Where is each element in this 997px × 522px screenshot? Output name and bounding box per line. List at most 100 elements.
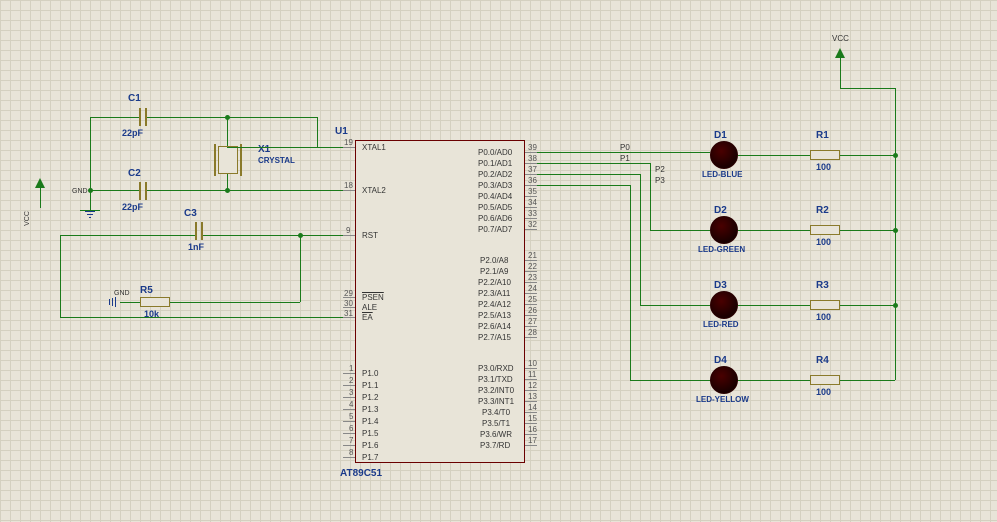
pin-num: 37	[528, 165, 537, 174]
x1-val: CRYSTAL	[258, 156, 295, 165]
pin-num: 14	[528, 403, 537, 412]
r5-val: 10k	[144, 309, 159, 319]
pin-name: P2.0/A8	[480, 256, 508, 265]
pin-num: 5	[349, 412, 353, 421]
c3-val: 1nF	[188, 242, 204, 252]
r1-ref: R1	[816, 130, 829, 141]
net-label: P2	[655, 165, 665, 174]
r4-ref: R4	[816, 355, 829, 366]
pin-num: 35	[528, 187, 537, 196]
net-label: P3	[655, 176, 665, 185]
r2-val: 100	[816, 237, 831, 247]
pin-name: P1.3	[362, 405, 378, 414]
c3-ref: C3	[184, 208, 197, 219]
pin-name: P3.3/INT1	[478, 397, 514, 406]
pin-num: 11	[528, 370, 536, 379]
pin-name: P2.2/A10	[478, 278, 511, 287]
r3-ref: R3	[816, 280, 829, 291]
pin-name: P2.1/A9	[480, 267, 508, 276]
r3-val: 100	[816, 312, 831, 322]
pin-name: P1.2	[362, 393, 378, 402]
crystal	[218, 146, 238, 174]
vcc-label: VCC	[832, 34, 849, 43]
pin-name: XTAL1	[362, 143, 386, 152]
c2-val: 22pF	[122, 202, 143, 212]
led-d1	[710, 141, 738, 169]
pin-num: 33	[528, 209, 537, 218]
chip-ref: U1	[335, 126, 348, 137]
d2-ref: D2	[714, 205, 727, 216]
c2-ref: C2	[128, 168, 141, 179]
pin-name: P3.0/RXD	[478, 364, 514, 373]
pin-num: 17	[528, 436, 537, 445]
pin-num: 23	[528, 273, 537, 282]
r3	[810, 300, 840, 310]
pin-num: 32	[528, 220, 537, 229]
d2-val: LED-GREEN	[698, 245, 745, 254]
pin-name: P3.7/RD	[480, 441, 510, 450]
gnd-label: GND	[72, 188, 88, 195]
pin-num: 26	[528, 306, 537, 315]
pin-num: 36	[528, 176, 537, 185]
pin-name: P2.6/A14	[478, 322, 511, 331]
pin-name: P3.1/TXD	[478, 375, 513, 384]
d3-val: LED-RED	[703, 320, 739, 329]
pin-name: P3.2/INT0	[478, 386, 514, 395]
r1-val: 100	[816, 162, 831, 172]
pin-num: 15	[528, 414, 537, 423]
x1-ref: X1	[258, 144, 270, 155]
pin-num: 1	[349, 364, 353, 373]
pin-name: P1.7	[362, 453, 378, 462]
pin-name: P0.5/AD5	[478, 203, 512, 212]
pin-name: P0.0/AD0	[478, 148, 512, 157]
pin-name: P0.1/AD1	[478, 159, 512, 168]
chip-part: AT89C51	[340, 468, 382, 479]
pin-num: 8	[349, 448, 353, 457]
pin-name: P3.6/WR	[480, 430, 512, 439]
pin-num: 28	[528, 328, 537, 337]
pin-name: PSEN	[362, 293, 384, 302]
d4-ref: D4	[714, 355, 727, 366]
pin-name: P2.3/A11	[478, 289, 510, 298]
d1-val: LED-BLUE	[702, 170, 742, 179]
pin-num: 10	[528, 359, 537, 368]
pin-name: P0.2/AD2	[478, 170, 512, 179]
vcc-label: VCC	[24, 211, 31, 226]
pin-name: P3.4/T0	[482, 408, 510, 417]
pin-name: P0.7/AD7	[478, 225, 512, 234]
d3-ref: D3	[714, 280, 727, 291]
pin-num: 30	[344, 299, 353, 308]
r4	[810, 375, 840, 385]
c1-ref: C1	[128, 93, 141, 104]
pin-num: 38	[528, 154, 537, 163]
pin-name: P1.6	[362, 441, 378, 450]
pin-num: 2	[349, 376, 353, 385]
led-d3	[710, 291, 738, 319]
pin-name: P1.0	[362, 369, 378, 378]
pin-num: 19	[344, 138, 353, 147]
r2	[810, 225, 840, 235]
pin-name: RST	[362, 231, 378, 240]
pin-name: EA	[362, 313, 373, 322]
led-d2	[710, 216, 738, 244]
pin-name: P2.5/A13	[478, 311, 511, 320]
pin-name: P1.1	[362, 381, 378, 390]
r2-ref: R2	[816, 205, 829, 216]
pin-num: 39	[528, 143, 537, 152]
pin-num: 7	[349, 436, 353, 445]
pin-name: P0.6/AD6	[478, 214, 512, 223]
pin-name: P0.4/AD4	[478, 192, 512, 201]
d4-val: LED-YELLOW	[696, 395, 749, 404]
gnd-label: GND	[114, 290, 130, 297]
d1-ref: D1	[714, 130, 727, 141]
pin-num: 21	[528, 251, 537, 260]
pin-num: 25	[528, 295, 537, 304]
pin-num: 18	[344, 181, 353, 190]
c1-val: 22pF	[122, 128, 143, 138]
r4-val: 100	[816, 387, 831, 397]
vcc-arrow-icon	[35, 178, 45, 188]
pin-name: P1.4	[362, 417, 378, 426]
pin-num: 24	[528, 284, 537, 293]
vcc-arrow-icon	[835, 48, 845, 58]
pin-name: ALE	[362, 303, 377, 312]
